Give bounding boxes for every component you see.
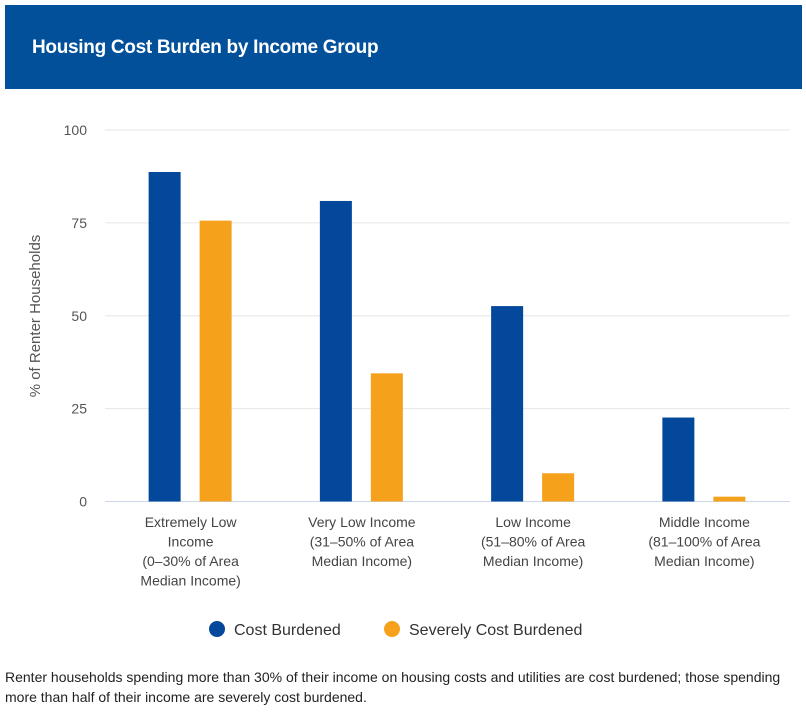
x-tick-label: (31–50% of Area	[310, 534, 415, 550]
chart-footnote: Renter households spending more than 30%…	[5, 669, 781, 705]
x-tick-label: Extremely Low	[145, 514, 238, 530]
bar-severely-cost-burdened[interactable]	[199, 220, 232, 502]
x-tick-label: (81–100% of Area	[648, 534, 760, 550]
bar-severely-cost-burdened[interactable]	[713, 496, 746, 502]
x-tick-label: Income	[168, 534, 214, 550]
bar-cost-burdened[interactable]	[148, 171, 181, 502]
x-tick-label: Median Income)	[654, 553, 754, 569]
x-tick-label: Median Income)	[140, 573, 240, 589]
y-tick-label: 50	[71, 308, 87, 324]
legend-label[interactable]: Severely Cost Burdened	[409, 622, 582, 639]
chart-title: Housing Cost Burden by Income Group	[32, 37, 379, 58]
bar-severely-cost-burdened[interactable]	[370, 373, 403, 502]
x-tick-label: (51–80% of Area	[481, 534, 586, 550]
y-tick-label: 25	[71, 401, 87, 417]
y-tick-label: 75	[71, 215, 87, 231]
legend-label[interactable]: Cost Burdened	[234, 622, 341, 639]
y-axis-label: % of Renter Households	[27, 235, 44, 398]
y-tick-label: 0	[79, 494, 87, 510]
chart-header: Housing Cost Burden by Income Group	[5, 5, 802, 89]
legend-marker[interactable]	[209, 621, 225, 637]
x-tick-label: Low Income	[495, 514, 571, 530]
y-tick-label: 100	[64, 122, 88, 138]
x-tick-label: Median Income)	[312, 553, 412, 569]
legend-marker[interactable]	[384, 621, 400, 637]
bar-cost-burdened[interactable]	[662, 417, 695, 502]
x-tick-label: (0–30% of Area	[142, 553, 239, 569]
bar-cost-burdened[interactable]	[319, 200, 352, 502]
x-tick-label: Middle Income	[659, 514, 750, 530]
bar-severely-cost-burdened[interactable]	[542, 473, 575, 502]
x-tick-label: Median Income)	[483, 553, 583, 569]
bar-cost-burdened[interactable]	[491, 306, 524, 502]
x-tick-label: Very Low Income	[308, 514, 416, 530]
